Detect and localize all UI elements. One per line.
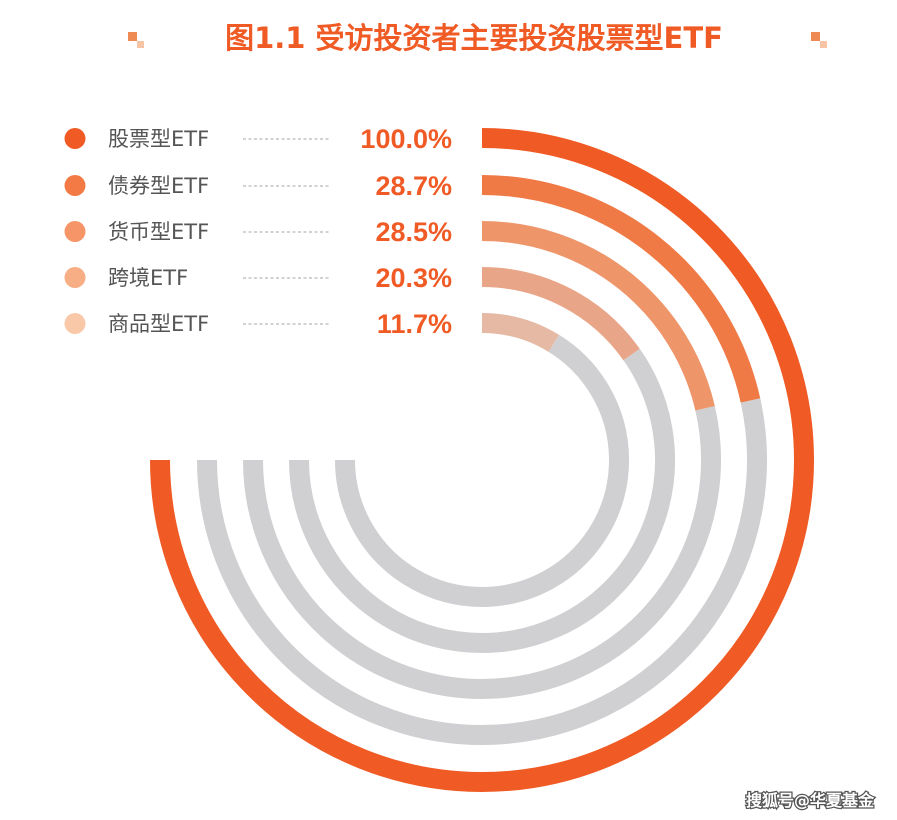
legend-value: 100.0%	[360, 124, 452, 154]
ring-track-4	[289, 348, 675, 653]
legend-item-2: 债券型ETF 28.7%	[64, 171, 452, 201]
legend-label: 商品型ETF	[108, 312, 209, 336]
title-decor-left-icon	[128, 32, 144, 48]
title-group: 图1.1 受访投资者主要投资股票型ETF	[128, 21, 827, 55]
legend-label: 货币型ETF	[108, 220, 209, 244]
ring-arc-4	[481, 267, 640, 361]
chart-title: 图1.1 受访投资者主要投资股票型ETF	[225, 21, 723, 55]
ring-arc-3	[481, 221, 715, 411]
legend-value: 28.5%	[375, 217, 452, 247]
legend-dot-icon	[64, 221, 86, 242]
legend-item-1: 股票型ETF 100.0%	[64, 124, 452, 154]
legend: 股票型ETF 100.0% 债券型ETF 28.7% 货币型ETF 28.5% 跨境ETF 2…	[64, 124, 452, 339]
ring-track-5	[335, 334, 629, 607]
ring-arcs	[150, 128, 814, 792]
legend-dot-icon	[64, 267, 86, 288]
ring-arc-1	[150, 128, 814, 792]
legend-label: 债券型ETF	[108, 174, 209, 198]
legend-item-5: 商品型ETF 11.7%	[64, 309, 452, 339]
ring-arc-5	[481, 313, 560, 352]
ring-track-3	[243, 406, 721, 699]
ring-tracks	[197, 334, 767, 745]
legend-item-3: 货币型ETF 28.5%	[64, 217, 452, 247]
legend-label: 股票型ETF	[108, 127, 209, 151]
legend-value: 20.3%	[375, 263, 452, 293]
legend-value: 28.7%	[375, 171, 452, 201]
legend-label: 跨境ETF	[108, 266, 188, 290]
legend-value: 11.7%	[377, 309, 452, 339]
ring-arc-2	[481, 175, 761, 403]
legend-item-4: 跨境ETF 20.3%	[64, 263, 452, 293]
watermark-text: 搜狐号@华夏基金	[746, 791, 875, 810]
ring-track-2	[197, 398, 767, 745]
legend-dot-icon	[64, 128, 86, 149]
legend-dot-icon	[64, 313, 86, 334]
watermark-group: 搜狐号@华夏基金	[745, 790, 877, 812]
legend-dot-icon	[64, 175, 86, 196]
title-decor-right-icon	[811, 32, 827, 48]
